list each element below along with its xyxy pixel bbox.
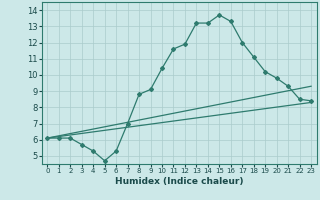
X-axis label: Humidex (Indice chaleur): Humidex (Indice chaleur) — [115, 177, 244, 186]
